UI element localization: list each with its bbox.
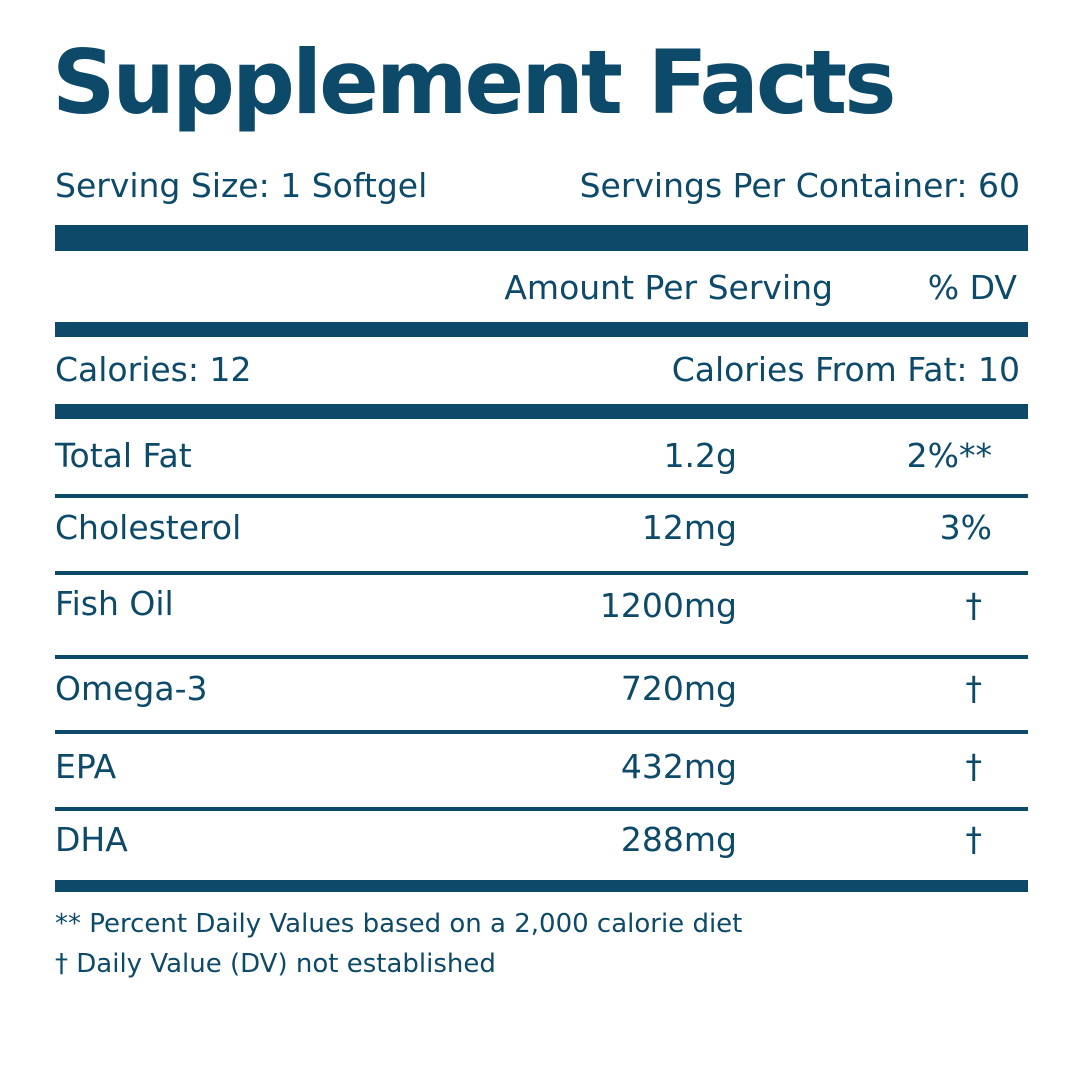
divider-thick [55,225,1028,251]
nutrient-name: Omega-3 [55,669,208,708]
nutrient-amount: 1200mg [599,586,737,625]
divider-medium [55,404,1028,419]
nutrient-name: Total Fat [55,436,192,475]
divider-bottom [55,880,1028,892]
footnote-dagger: † Daily Value (DV) not established [55,949,496,979]
nutrient-dv: 3% [939,508,992,547]
row-divider [55,807,1028,811]
divider-medium [55,322,1028,337]
nutrient-name: Cholesterol [55,508,242,547]
nutrient-amount: 432mg [620,747,737,786]
nutrient-amount: 12mg [641,508,737,547]
header-dv: % DV [927,268,1017,307]
footnote-dv-basis: ** Percent Daily Values based on a 2,000… [55,909,743,939]
calories-from-fat: Calories From Fat: 10 [671,350,1020,389]
nutrient-dv: † [965,747,983,786]
row-divider [55,571,1028,575]
nutrient-dv: † [965,669,983,708]
row-divider [55,655,1028,659]
nutrient-dv: † [965,820,983,859]
serving-size: Serving Size: 1 Softgel [55,166,428,205]
label-title: Supplement Facts [52,31,897,134]
nutrient-name: EPA [55,747,117,786]
servings-per-container: Servings Per Container: 60 [579,166,1020,205]
nutrient-name: DHA [55,820,128,859]
row-divider [55,730,1028,734]
calories-total: Calories: 12 [55,350,252,389]
nutrient-amount: 720mg [620,669,737,708]
nutrient-dv: † [965,586,983,625]
nutrient-amount: 1.2g [663,436,737,475]
header-amount: Amount Per Serving [504,268,833,307]
row-divider [55,494,1028,498]
nutrient-amount: 288mg [620,820,737,859]
nutrient-name: Fish Oil [55,584,174,623]
nutrient-dv: 2%** [906,436,992,475]
